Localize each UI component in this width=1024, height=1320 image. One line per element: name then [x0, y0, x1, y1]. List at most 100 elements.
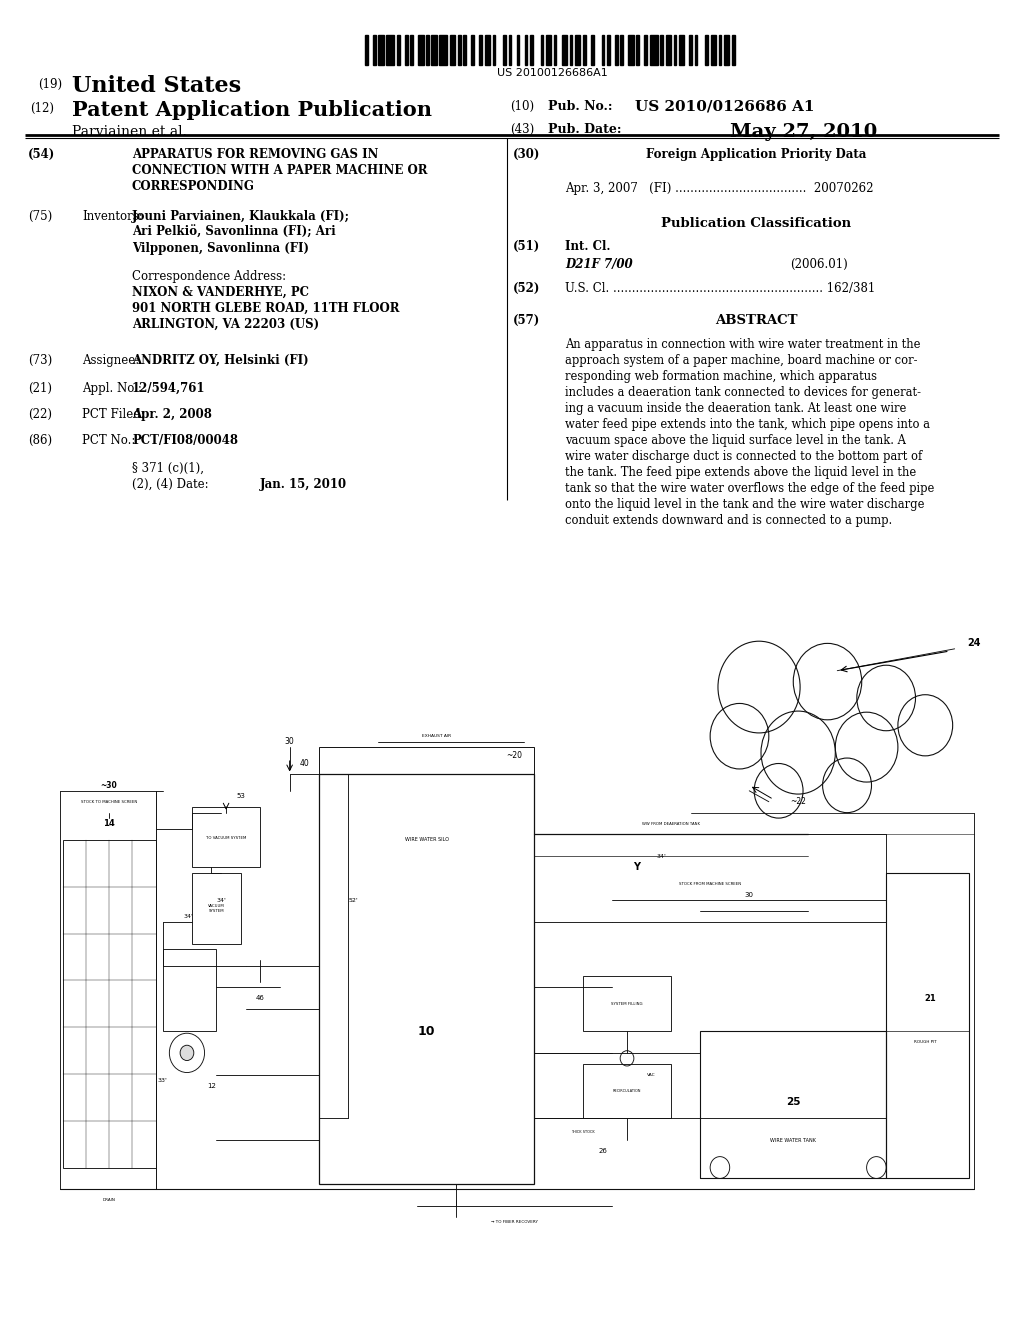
Bar [404, 36, 408, 65]
Text: An apparatus in connection with wire water treatment in the: An apparatus in connection with wire wat… [565, 338, 921, 351]
Text: TO VACUUM SYSTEM: TO VACUUM SYSTEM [206, 836, 246, 840]
Text: 53: 53 [237, 793, 245, 799]
Bar [426, 36, 429, 65]
Text: 24: 24 [968, 639, 981, 648]
Text: US 2010/0126686 A1: US 2010/0126686 A1 [635, 100, 814, 114]
Bar [583, 1064, 671, 1118]
Bar [583, 977, 671, 1031]
Text: SYSTEM FILLING: SYSTEM FILLING [611, 1002, 643, 1006]
Text: WIRE WATER TANK: WIRE WATER TANK [770, 1138, 816, 1143]
Text: (43): (43) [510, 123, 535, 136]
Text: (75): (75) [28, 210, 52, 223]
Text: D21F 7/00: D21F 7/00 [565, 257, 633, 271]
Bar [62, 840, 156, 1167]
Text: United States: United States [72, 75, 241, 96]
Text: ROUGH PIT: ROUGH PIT [913, 1040, 937, 1044]
Text: 34': 34' [216, 898, 226, 903]
Text: 34': 34' [656, 854, 667, 859]
Text: May 27, 2010: May 27, 2010 [730, 123, 878, 141]
Text: 26: 26 [598, 1148, 607, 1154]
Text: (2), (4) Date:: (2), (4) Date: [132, 478, 209, 491]
Text: 30: 30 [744, 891, 754, 898]
Text: Inventors:: Inventors: [82, 210, 142, 223]
Bar [700, 1031, 886, 1179]
Text: Correspondence Address:: Correspondence Address: [132, 271, 286, 282]
Bar [695, 36, 697, 65]
Bar [464, 36, 466, 65]
Text: (54): (54) [28, 148, 55, 161]
Text: wire water discharge duct is connected to the bottom part of: wire water discharge duct is connected t… [565, 450, 923, 463]
Text: 21: 21 [925, 994, 936, 1003]
Bar [319, 747, 535, 775]
Text: water feed pipe extends into the tank, which pipe opens into a: water feed pipe extends into the tank, w… [565, 418, 930, 432]
Bar [649, 36, 657, 65]
Bar [666, 36, 671, 65]
Text: 33': 33' [158, 1077, 168, 1082]
Bar [484, 36, 490, 65]
Bar [439, 36, 447, 65]
Bar [386, 36, 394, 65]
Text: Foreign Application Priority Data: Foreign Application Priority Data [646, 148, 866, 161]
Text: ARLINGTON, VA 22203 (US): ARLINGTON, VA 22203 (US) [132, 318, 319, 331]
Bar [516, 36, 519, 65]
Text: Pub. Date:: Pub. Date: [548, 123, 622, 136]
Bar [562, 36, 567, 65]
Text: 40: 40 [299, 759, 309, 768]
Text: Apr. 3, 2007   (FI) ...................................  20070262: Apr. 3, 2007 (FI) ......................… [565, 182, 873, 195]
Text: 12: 12 [207, 1082, 216, 1089]
Bar [724, 36, 729, 65]
Bar [546, 36, 551, 65]
Bar [644, 36, 647, 65]
Text: § 371 (c)(1),: § 371 (c)(1), [132, 462, 204, 475]
Bar [191, 873, 241, 944]
Text: 25: 25 [786, 1097, 801, 1107]
Text: Pub. No.:: Pub. No.: [548, 100, 612, 114]
Text: THICK STOCK: THICK STOCK [571, 1130, 595, 1134]
Text: DRAIN: DRAIN [102, 1199, 115, 1203]
Text: the tank. The feed pipe extends above the liquid level in the: the tank. The feed pipe extends above th… [565, 466, 916, 479]
Bar [569, 36, 572, 65]
Circle shape [180, 1045, 194, 1060]
Text: 30: 30 [285, 737, 295, 746]
Text: includes a deaeration tank connected to devices for generat-: includes a deaeration tank connected to … [565, 385, 921, 399]
Bar [365, 36, 368, 65]
Text: CONNECTION WITH A PAPER MACHINE OR: CONNECTION WITH A PAPER MACHINE OR [132, 164, 427, 177]
Text: 14: 14 [103, 818, 115, 828]
Bar [591, 36, 594, 65]
Text: US 20100126686A1: US 20100126686A1 [497, 69, 607, 78]
Bar [554, 36, 556, 65]
Text: (73): (73) [28, 354, 52, 367]
Text: ABSTRACT: ABSTRACT [715, 314, 798, 327]
Text: conduit extends downward and is connected to a pump.: conduit extends downward and is connecte… [565, 513, 892, 527]
Text: Patent Application Publication: Patent Application Publication [72, 100, 432, 120]
Bar [615, 36, 617, 65]
Text: WIRE WATER SILO: WIRE WATER SILO [404, 837, 449, 842]
Text: EXHAUST AIR: EXHAUST AIR [422, 734, 451, 738]
Text: Ari Pelkiö, Savonlinna (FI); Ari: Ari Pelkiö, Savonlinna (FI); Ari [132, 226, 336, 239]
Bar [411, 36, 413, 65]
Bar [636, 36, 639, 65]
Text: APPARATUS FOR REMOVING GAS IN: APPARATUS FOR REMOVING GAS IN [132, 148, 379, 161]
Text: (86): (86) [28, 434, 52, 447]
Text: Apr. 2, 2008: Apr. 2, 2008 [132, 408, 212, 421]
Text: Vilpponen, Savonlinna (FI): Vilpponen, Savonlinna (FI) [132, 242, 309, 255]
Text: 34': 34' [184, 913, 194, 919]
Bar [451, 36, 456, 65]
Bar [629, 36, 634, 65]
Bar [674, 36, 676, 65]
Text: (30): (30) [513, 148, 541, 161]
Text: Jan. 15, 2010: Jan. 15, 2010 [260, 478, 347, 491]
Text: Jouni Parviainen, Klaukkala (FI);: Jouni Parviainen, Klaukkala (FI); [132, 210, 350, 223]
Text: VAC: VAC [647, 1073, 655, 1077]
Bar [191, 808, 260, 867]
Text: (52): (52) [513, 282, 541, 294]
Bar [689, 36, 692, 65]
Bar [706, 36, 708, 65]
Text: Int. Cl.: Int. Cl. [565, 240, 610, 253]
Text: PCT/FI08/00048: PCT/FI08/00048 [132, 434, 238, 447]
Text: Parviainen et al.: Parviainen et al. [72, 125, 186, 139]
Text: VACUUM
SYSTEM: VACUUM SYSTEM [208, 904, 224, 913]
Text: vacuum space above the liquid surface level in the tank. A: vacuum space above the liquid surface le… [565, 434, 906, 447]
Bar [163, 949, 216, 1031]
Bar [607, 36, 609, 65]
